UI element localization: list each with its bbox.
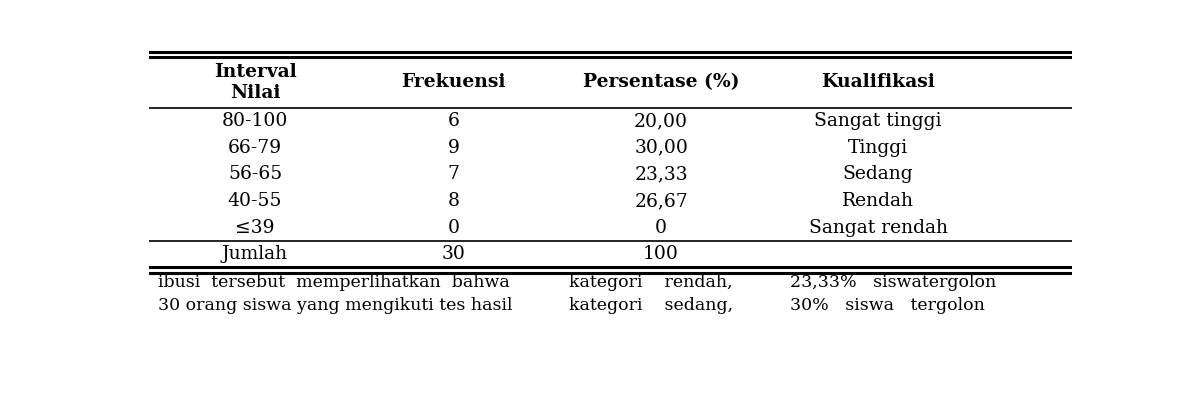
Text: 0: 0 (655, 219, 667, 237)
Text: Tinggi: Tinggi (848, 139, 908, 157)
Text: 9: 9 (448, 139, 460, 157)
Text: Sangat tinggi: Sangat tinggi (815, 112, 942, 130)
Text: kategori    sedang,: kategori sedang, (569, 297, 732, 314)
Text: 7: 7 (448, 165, 460, 183)
Text: 66-79: 66-79 (227, 139, 282, 157)
Text: 0: 0 (448, 219, 460, 237)
Text: 23,33: 23,33 (635, 165, 688, 183)
Text: 80-100: 80-100 (222, 112, 288, 130)
Text: 56-65: 56-65 (227, 165, 282, 183)
Text: 23,33%   siswatergolon: 23,33% siswatergolon (791, 274, 997, 291)
Text: 100: 100 (643, 245, 679, 263)
Text: 20,00: 20,00 (634, 112, 688, 130)
Text: Frekuensi: Frekuensi (401, 73, 506, 92)
Text: 8: 8 (448, 192, 460, 210)
Text: Interval
Nilai: Interval Nilai (213, 63, 297, 102)
Text: Sangat rendah: Sangat rendah (809, 219, 948, 237)
Text: 30 orang siswa yang mengikuti tes hasil: 30 orang siswa yang mengikuti tes hasil (158, 297, 512, 314)
Text: 30,00: 30,00 (635, 139, 688, 157)
Text: Jumlah: Jumlah (222, 245, 288, 263)
Text: kategori    rendah,: kategori rendah, (569, 274, 732, 291)
Text: Persentase (%): Persentase (%) (582, 73, 740, 92)
Text: 30: 30 (442, 245, 466, 263)
Text: 40-55: 40-55 (227, 192, 282, 210)
Text: ibusi  tersebut  memperlihatkan  bahwa: ibusi tersebut memperlihatkan bahwa (158, 274, 510, 291)
Text: Sedang: Sedang (843, 165, 913, 183)
Text: 30%   siswa   tergolon: 30% siswa tergolon (791, 297, 985, 314)
Text: 6: 6 (448, 112, 460, 130)
Text: Kualifikasi: Kualifikasi (821, 73, 935, 92)
Text: Rendah: Rendah (842, 192, 913, 210)
Text: 26,67: 26,67 (635, 192, 688, 210)
Text: ≤39: ≤39 (236, 219, 275, 237)
